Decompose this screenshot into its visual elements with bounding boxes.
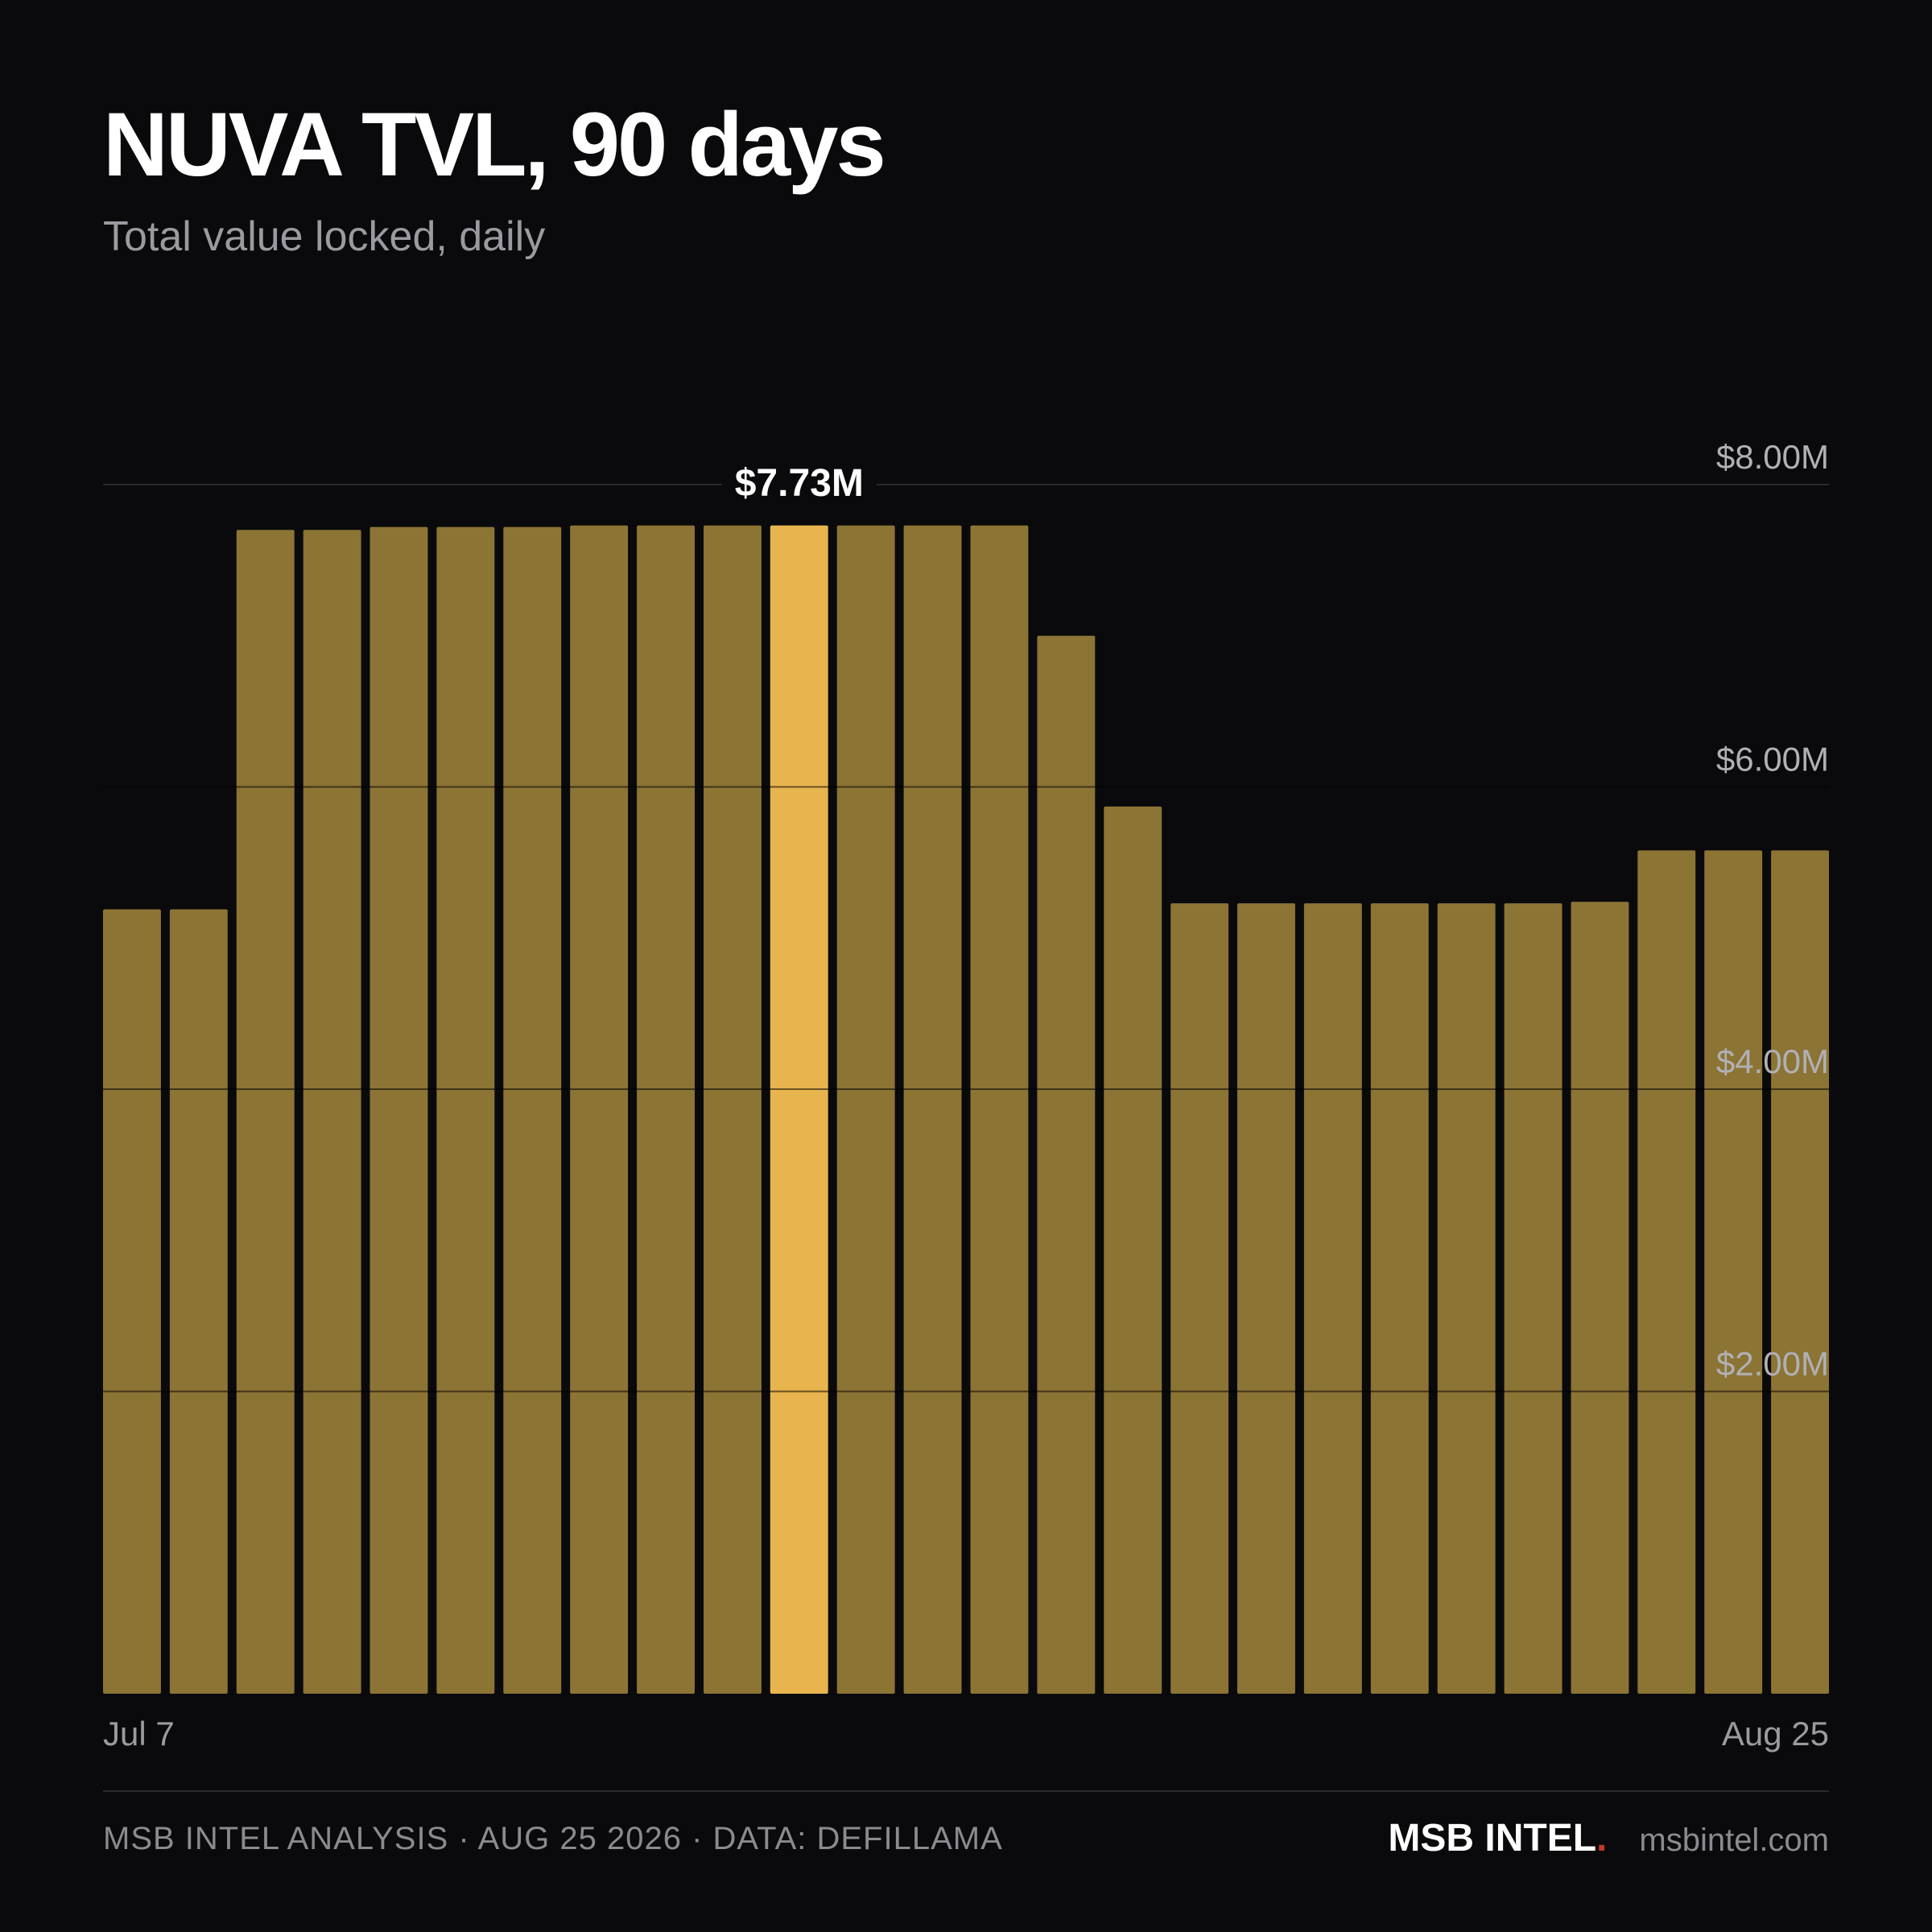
bar xyxy=(1303,903,1362,1694)
x-tick-label-start: Jul 7 xyxy=(103,1715,175,1752)
bar xyxy=(169,909,228,1694)
bar xyxy=(1771,850,1829,1694)
footer-divider xyxy=(103,1790,1829,1792)
bar xyxy=(1571,902,1629,1694)
brand-logo: MSB INTEL. xyxy=(1388,1816,1607,1860)
y-tick-label: $8.00M xyxy=(1716,438,1829,476)
bar xyxy=(1370,903,1429,1694)
bar xyxy=(570,525,629,1695)
bar xyxy=(1037,635,1096,1695)
bar xyxy=(970,525,1029,1695)
bar xyxy=(1104,806,1162,1694)
annotation-label: $7.73M xyxy=(735,462,864,505)
annotation-backdrop xyxy=(721,481,877,488)
bar xyxy=(1704,850,1763,1694)
bar xyxy=(436,526,495,1694)
y-tick-label: $6.00M xyxy=(1716,741,1829,778)
bar xyxy=(1504,903,1563,1694)
bar xyxy=(1237,903,1295,1694)
bar xyxy=(103,909,161,1694)
brand-name: MSB INTEL xyxy=(1388,1817,1597,1860)
footer-source: MSB INTEL ANALYSIS · AUG 25 2026 · DATA:… xyxy=(103,1821,1003,1856)
bar xyxy=(303,530,361,1694)
chart-subtitle: Total value locked, daily xyxy=(103,213,546,260)
bar xyxy=(1170,903,1229,1694)
y-tick-label: $2.00M xyxy=(1716,1345,1829,1383)
bar xyxy=(369,526,428,1694)
brand-url[interactable]: msbintel.com xyxy=(1639,1823,1829,1858)
tvl-bar-chart: $2.00M $4.00M $6.00M $8.00M $7.73M Jul 7 Aug 2… xyxy=(103,438,1829,1752)
bar xyxy=(503,526,562,1694)
x-tick-label-end: Aug 25 xyxy=(1722,1715,1829,1752)
bar xyxy=(704,525,762,1695)
brand-dot: . xyxy=(1596,1817,1608,1860)
bar xyxy=(1637,850,1696,1694)
chart-title: NUVA TVL, 90 days xyxy=(103,94,886,195)
bar xyxy=(836,525,895,1695)
bar xyxy=(637,525,695,1695)
y-tick-label: $4.00M xyxy=(1716,1042,1829,1080)
bar xyxy=(903,525,962,1695)
bar xyxy=(1437,903,1496,1694)
bar xyxy=(236,530,295,1694)
footer-brand: MSB INTEL. msbintel.com xyxy=(1388,1816,1829,1860)
bar-highlight xyxy=(770,525,828,1695)
